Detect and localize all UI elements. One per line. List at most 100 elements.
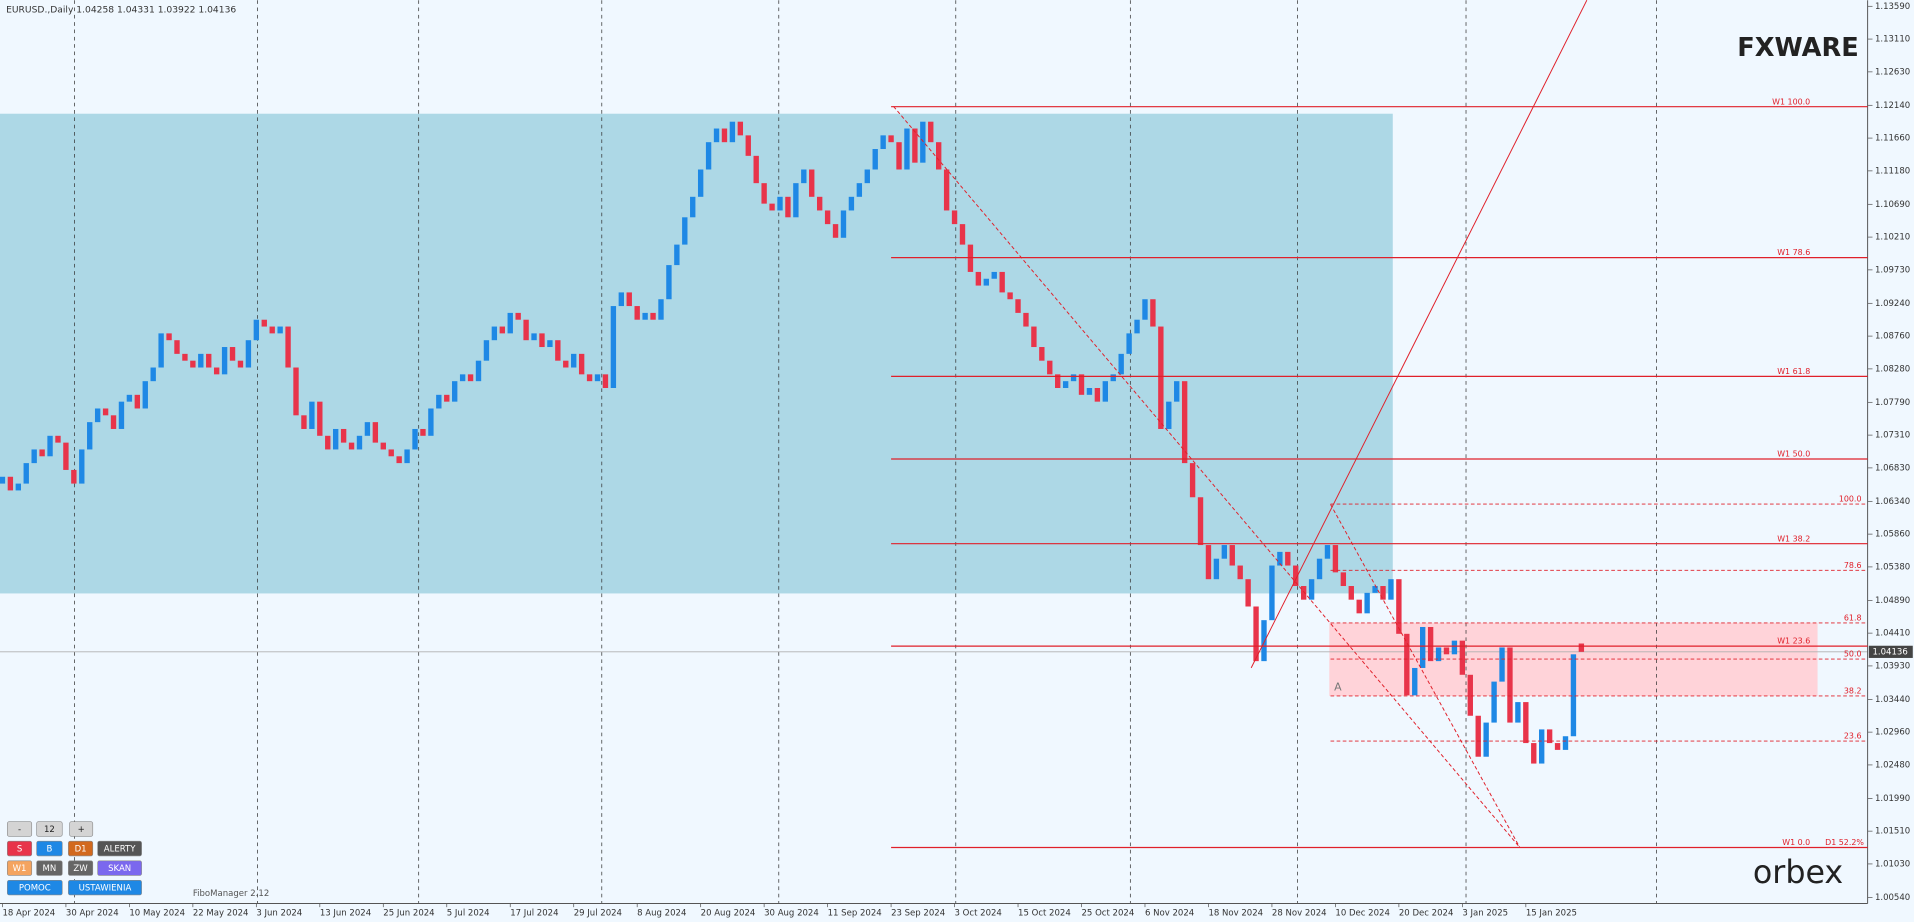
- candle: [1205, 545, 1212, 580]
- button[interactable]: 12: [36, 821, 63, 837]
- candle: [396, 456, 402, 464]
- candle: [31, 449, 37, 464]
- button[interactable]: SKAN: [97, 860, 142, 876]
- y-tick-label: 1.12630: [1875, 67, 1910, 77]
- candle: [769, 203, 775, 211]
- button[interactable]: ZW: [68, 860, 94, 876]
- y-tick-label: 1.09240: [1875, 299, 1910, 309]
- y-tick-label: 1.09730: [1875, 265, 1910, 275]
- candle: [1332, 545, 1339, 573]
- candle: [1483, 722, 1489, 757]
- y-tick-label: 1.06340: [1875, 497, 1910, 507]
- candle: [507, 312, 513, 334]
- button-label: MN: [43, 864, 57, 874]
- candle: [1237, 565, 1243, 580]
- candle: [1372, 586, 1378, 593]
- candle: [221, 347, 228, 375]
- candle: [261, 319, 267, 327]
- button-bg: [68, 860, 94, 876]
- candle: [1039, 347, 1045, 361]
- candle: [1324, 545, 1331, 559]
- candle: [309, 401, 315, 429]
- button[interactable]: USTAWIENIA: [68, 879, 142, 896]
- candle: [1181, 381, 1188, 464]
- candle: [840, 210, 847, 238]
- candle: [555, 340, 561, 361]
- candle: [1459, 640, 1466, 675]
- candle: [1419, 626, 1426, 668]
- button[interactable]: B: [36, 840, 63, 857]
- button[interactable]: -: [7, 821, 33, 837]
- y-tick-label: 1.01990: [1875, 794, 1910, 804]
- button[interactable]: S: [7, 840, 33, 857]
- candle: [420, 428, 426, 436]
- candle: [348, 442, 355, 450]
- candle: [1158, 326, 1164, 429]
- button[interactable]: D1: [68, 840, 94, 857]
- candle: [602, 374, 609, 389]
- candle: [253, 319, 260, 341]
- x-tick-label: 3 Oct 2024: [955, 909, 1002, 919]
- x-tick-label: 30 Apr 2024: [66, 909, 119, 919]
- candle: [102, 408, 109, 416]
- candle: [142, 381, 148, 409]
- candle: [1062, 381, 1069, 389]
- button[interactable]: MN: [36, 860, 63, 876]
- button-label: 12: [44, 825, 55, 835]
- candle: [467, 374, 474, 382]
- candle: [1166, 401, 1172, 429]
- candle: [0, 476, 6, 484]
- candle: [1308, 579, 1315, 600]
- candle: [1134, 319, 1140, 334]
- button[interactable]: +: [69, 821, 94, 837]
- candle: [777, 196, 783, 211]
- candle: [856, 183, 863, 197]
- candle: [1078, 374, 1085, 395]
- candle: [1229, 545, 1235, 566]
- candle: [7, 476, 14, 491]
- button[interactable]: POMOC: [7, 879, 63, 896]
- candle: [1316, 558, 1323, 580]
- candle: [690, 196, 696, 218]
- candle: [1126, 333, 1132, 354]
- candle: [801, 169, 807, 184]
- candle: [1578, 643, 1585, 652]
- candle: [523, 319, 529, 341]
- candle: [293, 367, 299, 416]
- candle: [1451, 640, 1458, 655]
- button[interactable]: W1: [7, 860, 33, 876]
- y-tick-label: 1.02960: [1875, 728, 1910, 738]
- candle: [380, 442, 386, 450]
- button-label: S: [17, 845, 22, 855]
- y-tick-label: 1.05860: [1875, 530, 1910, 540]
- candle: [483, 340, 490, 361]
- candle: [237, 360, 244, 368]
- candle: [658, 299, 664, 320]
- candle: [1055, 374, 1061, 389]
- x-tick-label: 23 Sep 2024: [891, 909, 945, 919]
- fibo-level-label: W1 50.0: [1777, 450, 1810, 459]
- candle: [848, 196, 855, 211]
- button-bg: [7, 821, 33, 837]
- zone-blue: [0, 113, 1393, 594]
- candle: [793, 183, 799, 218]
- x-tick-label: 20 Aug 2024: [701, 909, 756, 919]
- candle: [356, 435, 363, 450]
- candle: [39, 449, 45, 457]
- button-bg: [36, 821, 63, 837]
- candle: [428, 408, 434, 436]
- button[interactable]: ALERTY: [97, 840, 142, 857]
- fib-level-label: 78.6: [1844, 561, 1862, 570]
- marker: A: [1334, 680, 1342, 693]
- y-tick-label: 1.12140: [1875, 101, 1910, 111]
- button-label: +: [78, 825, 85, 835]
- candle: [150, 367, 156, 382]
- y-tick-label: 1.04890: [1875, 596, 1910, 606]
- y-tick-label: 1.11180: [1875, 166, 1910, 176]
- candle: [245, 340, 252, 368]
- x-tick-label: 22 May 2024: [193, 909, 249, 919]
- fib-level-label: 61.8: [1844, 614, 1862, 623]
- candle: [713, 128, 720, 143]
- candle: [1364, 592, 1370, 614]
